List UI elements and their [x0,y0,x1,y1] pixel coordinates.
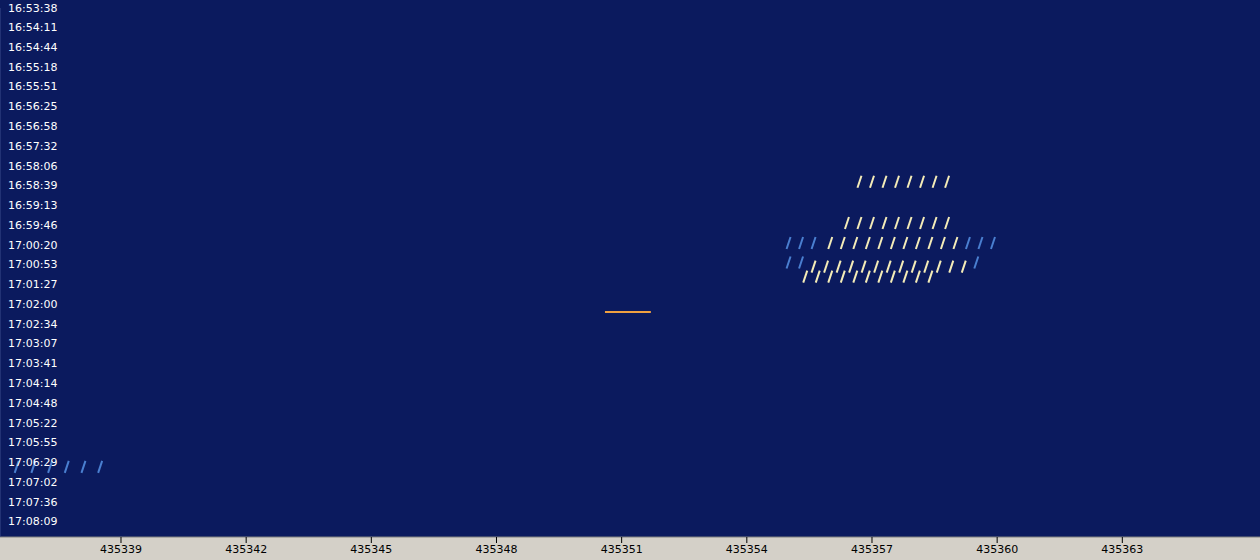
svg-text:16:59:46: 16:59:46 [8,219,57,232]
svg-text:16:58:39: 16:58:39 [8,179,57,192]
svg-text:16:59:13: 16:59:13 [8,199,57,212]
svg-text:16:55:18: 16:55:18 [8,61,57,74]
svg-text:16:53:38: 16:53:38 [8,2,57,15]
svg-text:16:56:25: 16:56:25 [8,100,57,113]
svg-text:435342: 435342 [225,543,267,556]
svg-text:16:56:58: 16:56:58 [8,120,57,133]
svg-text:16:57:32: 16:57:32 [8,140,57,153]
svg-text:17:07:02: 17:07:02 [8,476,57,489]
svg-text:17:05:55: 17:05:55 [8,436,57,449]
svg-text:17:00:20: 17:00:20 [8,239,57,252]
svg-text:17:04:48: 17:04:48 [8,397,57,410]
svg-text:17:07:36: 17:07:36 [8,496,57,509]
svg-text:435351: 435351 [601,543,643,556]
svg-text:16:54:11: 16:54:11 [8,21,57,34]
svg-text:17:02:34: 17:02:34 [8,318,57,331]
svg-text:17:03:07: 17:03:07 [8,337,57,350]
svg-text:17:02:00: 17:02:00 [8,298,57,311]
svg-text:16:54:44: 16:54:44 [8,41,57,54]
svg-text:435357: 435357 [851,543,893,556]
svg-text:435345: 435345 [350,543,392,556]
svg-text:17:04:14: 17:04:14 [8,377,57,390]
svg-text:17:03:41: 17:03:41 [8,357,57,370]
svg-text:435363: 435363 [1101,543,1143,556]
svg-text:435354: 435354 [726,543,768,556]
svg-text:17:01:27: 17:01:27 [8,278,57,291]
svg-text:16:58:06: 16:58:06 [8,160,57,173]
svg-text:435339: 435339 [100,543,142,556]
svg-text:16:55:51: 16:55:51 [8,80,57,93]
svg-text:17:00:53: 17:00:53 [8,258,57,271]
svg-text:435348: 435348 [475,543,517,556]
svg-text:17:05:22: 17:05:22 [8,417,57,430]
svg-text:17:08:09: 17:08:09 [8,515,57,528]
svg-text:435360: 435360 [976,543,1018,556]
svg-text:17:06:29: 17:06:29 [8,456,57,469]
